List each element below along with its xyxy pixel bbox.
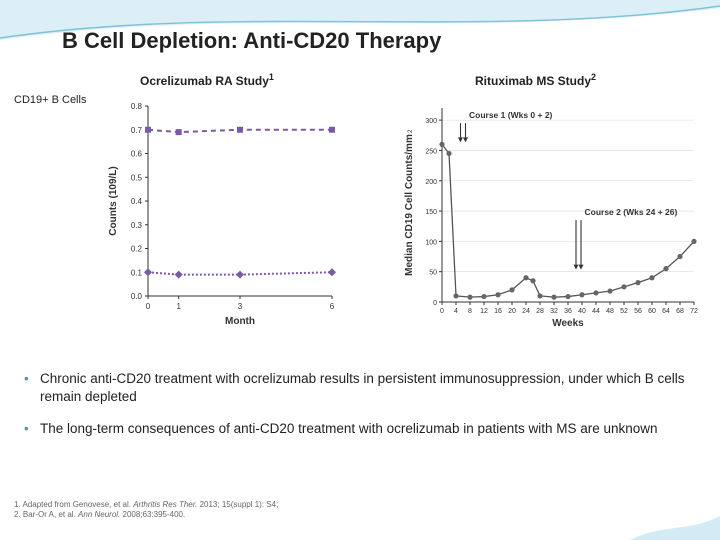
svg-text:0: 0 — [146, 302, 151, 311]
svg-text:Median CD19 Cell Counts/mm: Median CD19 Cell Counts/mm — [404, 134, 415, 276]
svg-text:0.8: 0.8 — [131, 102, 143, 111]
svg-text:6: 6 — [330, 302, 335, 311]
study-left-label: Ocrelizumab RA Study1 — [140, 72, 274, 88]
svg-text:0.4: 0.4 — [131, 197, 143, 206]
corner-accent — [630, 516, 720, 540]
svg-text:0.7: 0.7 — [131, 126, 143, 135]
svg-text:2: 2 — [408, 129, 414, 133]
chart-ocrelizumab: 0.0 0.1 0.2 0.3 0.4 0.5 0.6 0.7 0.8 0 1 3 6 Counts (1… — [100, 100, 340, 330]
svg-text:24: 24 — [522, 308, 530, 315]
svg-text:250: 250 — [425, 148, 437, 155]
svg-text:36: 36 — [564, 308, 572, 315]
svg-text:20: 20 — [508, 308, 516, 315]
svg-text:200: 200 — [425, 179, 437, 186]
svg-text:300: 300 — [425, 118, 437, 125]
bullet-item: Chronic anti-CD20 treatment with ocreliz… — [24, 370, 694, 406]
svg-text:32: 32 — [550, 308, 558, 315]
svg-text:72: 72 — [690, 308, 698, 315]
svg-text:Month: Month — [225, 316, 255, 327]
chart-rituximab: 0501001502002503000481216202428323640444… — [400, 100, 700, 330]
svg-text:0.6: 0.6 — [131, 150, 143, 159]
svg-text:0.0: 0.0 — [131, 292, 143, 301]
svg-text:60: 60 — [648, 308, 656, 315]
svg-text:44: 44 — [592, 308, 600, 315]
bullet-item: The long-term consequences of anti-CD20 … — [24, 420, 694, 438]
svg-text:Course 1 (Wks 0 + 2): Course 1 (Wks 0 + 2) — [469, 110, 553, 120]
svg-text:Course 2 (Wks 24 + 26): Course 2 (Wks 24 + 26) — [585, 207, 678, 217]
references: 1. Adapted from Genovese, et al. Arthrit… — [14, 500, 278, 520]
svg-text:0.3: 0.3 — [131, 221, 143, 230]
svg-text:40: 40 — [578, 308, 586, 315]
svg-text:0: 0 — [433, 300, 437, 307]
svg-text:3: 3 — [238, 302, 243, 311]
svg-text:0: 0 — [440, 308, 444, 315]
bullet-list: Chronic anti-CD20 treatment with ocreliz… — [24, 370, 694, 453]
svg-text:12: 12 — [480, 308, 488, 315]
svg-text:28: 28 — [536, 308, 544, 315]
svg-text:48: 48 — [606, 308, 614, 315]
svg-text:Counts (109/L): Counts (109/L) — [108, 166, 119, 235]
svg-text:68: 68 — [676, 308, 684, 315]
page-title: B Cell Depletion: Anti-CD20 Therapy — [62, 28, 441, 54]
svg-text:150: 150 — [425, 209, 437, 216]
svg-text:100: 100 — [425, 239, 437, 246]
svg-text:52: 52 — [620, 308, 628, 315]
cd19-label: CD19+ B Cells — [14, 94, 86, 106]
svg-text:Weeks: Weeks — [552, 318, 584, 329]
svg-text:0.1: 0.1 — [131, 268, 143, 277]
svg-text:0.2: 0.2 — [131, 245, 143, 254]
svg-text:8: 8 — [468, 308, 472, 315]
svg-text:64: 64 — [662, 308, 670, 315]
svg-text:50: 50 — [429, 270, 437, 277]
svg-text:16: 16 — [494, 308, 502, 315]
svg-text:1: 1 — [176, 302, 181, 311]
svg-text:4: 4 — [454, 308, 458, 315]
svg-text:0.5: 0.5 — [131, 173, 143, 182]
svg-text:56: 56 — [634, 308, 642, 315]
study-right-label: Rituximab MS Study2 — [475, 72, 596, 88]
